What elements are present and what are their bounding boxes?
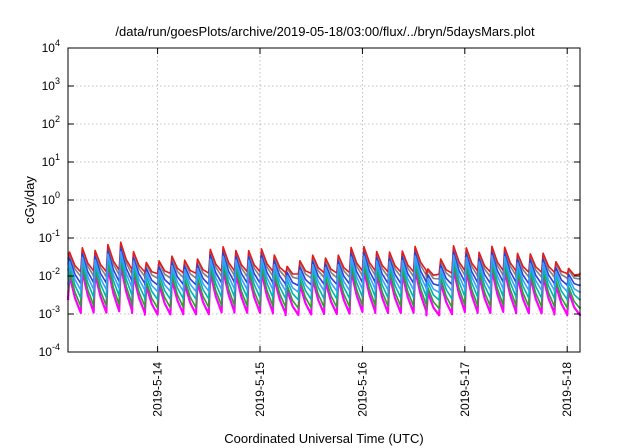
- y-tick-label: 102: [42, 114, 60, 131]
- series-line: [67, 255, 581, 301]
- y-axis-label: cGy/day: [22, 176, 37, 224]
- y-tick-label: 10-4: [39, 342, 60, 359]
- x-tick-label: 2019-5-18: [560, 362, 574, 417]
- chart-title: /data/run/goesPlots/archive/2019-05-18/0…: [115, 24, 535, 39]
- y-tick-label: 10-1: [39, 228, 60, 245]
- x-axis: 2019-5-14 2019-5-15 2019-5-16 2019-5-17 2019…: [151, 48, 574, 417]
- data-series: [66, 241, 582, 317]
- x-tick-label: 2019-5-16: [355, 362, 369, 417]
- y-tick-label: 104: [42, 38, 60, 55]
- x-tick-label: 2019-5-15: [253, 362, 267, 417]
- y-tick-label: 101: [42, 152, 60, 169]
- x-axis-label: Coordinated Universal Time (UTC): [224, 431, 423, 446]
- y-tick-label: 100: [42, 190, 60, 207]
- series-line: [67, 251, 581, 294]
- y-tick-label: 103: [42, 76, 60, 93]
- x-tick-label: 2019-5-17: [458, 362, 472, 417]
- y-tick-label: 10-2: [39, 266, 60, 283]
- y-tick-label: 10-3: [39, 304, 60, 321]
- y-axis: 10-4 10-3 10-2 10-1 100 101 102 103 104: [39, 38, 580, 359]
- x-tick-label: 2019-5-14: [151, 362, 165, 417]
